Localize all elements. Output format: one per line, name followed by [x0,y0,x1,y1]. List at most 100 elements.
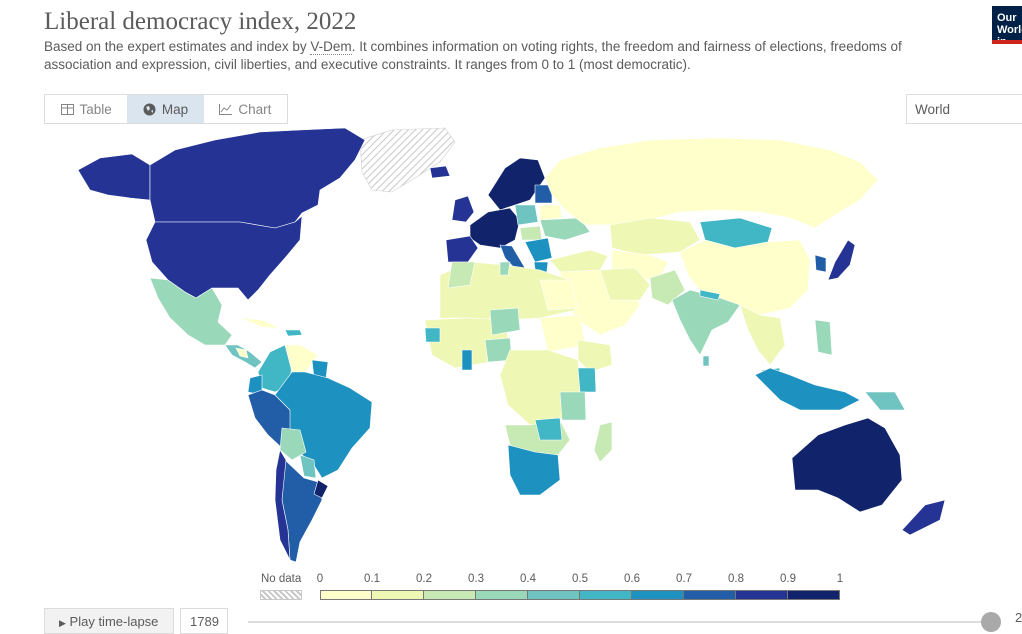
sri-lanka[interactable] [702,355,710,367]
south-africa[interactable] [507,444,561,496]
legend-tick-label: 1 [836,573,844,585]
region-select[interactable]: World [906,94,1022,124]
uk-ireland[interactable] [451,195,475,223]
iberia[interactable] [445,235,479,263]
indonesia[interactable] [754,367,861,411]
legend-swatch[interactable] [684,590,736,600]
legend-no-data-label: No data [261,573,302,585]
cuba[interactable] [239,317,281,329]
legend-swatch[interactable] [320,590,372,600]
madagascar[interactable] [593,421,613,463]
tab-table[interactable]: Table [45,95,127,123]
legend-tick-label: 0 [316,573,324,585]
end-year[interactable]: 2022 [1015,610,1022,625]
colombia[interactable] [257,344,293,393]
nicaragua[interactable] [235,347,249,359]
tunisia[interactable] [499,261,511,276]
legend-tick-label: 0.8 [728,573,744,585]
tanzania[interactable] [559,391,587,421]
legend-tick-label: 0.3 [468,573,484,585]
legend-swatch[interactable] [736,590,788,600]
baltics[interactable] [534,184,553,204]
map-legend: No data 0 0.1 0.2 0.3 0.4 0.5 0.6 0.7 0.8 0.9 1 [250,570,870,606]
chart-title: Liberal democracy index, 2022 [44,8,357,35]
ethiopia[interactable] [577,339,613,373]
turkey[interactable] [549,249,609,273]
legend-tick-label: 0.6 [624,573,640,585]
tab-map-label: Map [161,101,189,117]
subtitle-text-end: . It combines information on voting righ… [44,39,902,72]
australia[interactable] [791,417,903,513]
tab-map[interactable]: Map [127,95,204,123]
legend-tick-label: 0.7 [676,573,692,585]
legend-swatch[interactable] [424,590,476,600]
line-chart-icon [219,103,233,115]
ghana[interactable] [461,349,473,371]
legend-tick-label: 0.1 [364,573,380,585]
logo-red-bar [992,40,1022,44]
legend-tick-label: 0.9 [780,573,796,585]
greenland[interactable] [359,127,456,193]
senegal[interactable] [424,327,441,343]
south-korea[interactable] [814,254,827,273]
start-year[interactable]: 1789 [180,608,228,634]
play-timelapse-button[interactable]: ▶ Play time-lapse [44,608,174,634]
legend-tick-label: 0.5 [572,573,588,585]
tab-chart-label: Chart [238,101,272,117]
owid-logo[interactable]: Our World in Data [992,6,1022,44]
legend-no-data-swatch [260,590,302,600]
legend-swatch[interactable] [372,590,424,600]
poland[interactable] [514,204,539,226]
kazakhstan[interactable] [609,217,701,256]
bolivia[interactable] [279,427,307,461]
hungary-area[interactable] [519,225,543,241]
southeast-asia[interactable] [739,304,786,366]
belarus[interactable] [539,204,563,221]
legend-swatch[interactable] [580,590,632,600]
play-icon: ▶ [59,618,66,628]
globe-icon [143,103,156,115]
egypt[interactable] [539,279,579,311]
iceland[interactable] [429,165,451,179]
morocco[interactable] [447,261,476,289]
zambia[interactable] [534,417,563,441]
niger[interactable] [489,307,521,336]
uruguay[interactable] [313,479,329,499]
alaska[interactable] [77,153,151,201]
play-timelapse-label: Play time-lapse [69,614,159,629]
tab-table-label: Table [79,101,112,117]
new-zealand[interactable] [901,499,946,536]
paraguay[interactable] [299,454,317,479]
vdem-link[interactable]: V-Dem [310,39,352,55]
timeline-slider-track[interactable] [248,621,988,623]
legend-tick-label: 0.2 [416,573,432,585]
legend-swatch[interactable] [788,590,840,600]
table-icon [60,103,74,115]
kenya[interactable] [577,367,597,393]
legend-swatch[interactable] [632,590,684,600]
legend-swatch[interactable] [528,590,580,600]
view-tabs: Table Map Chart [44,94,288,124]
nepal[interactable] [699,289,721,301]
tab-chart[interactable]: Chart [204,95,287,123]
subtitle-text-start: Based on the expert estimates and index … [44,39,311,54]
north-africa[interactable] [439,261,576,321]
canada[interactable] [149,127,366,229]
legend-tick-label: 0.4 [520,573,536,585]
ukraine[interactable] [539,217,591,241]
timor-png[interactable] [864,391,906,411]
japan[interactable] [827,239,856,281]
legend-color-scale: 0 0.1 0.2 0.3 0.4 0.5 0.6 0.7 0.8 0.9 1 [316,570,844,606]
timeline-slider-handle[interactable] [981,612,1001,632]
legend-swatch[interactable] [476,590,528,600]
western-europe[interactable] [469,207,521,249]
caribbean[interactable] [284,329,303,337]
balkans[interactable] [524,237,553,263]
chile[interactable] [274,449,291,561]
iran[interactable] [599,267,651,301]
russia[interactable] [544,137,879,229]
venezuela[interactable] [284,344,319,373]
philippines[interactable] [814,319,833,356]
mexico[interactable] [149,277,233,346]
